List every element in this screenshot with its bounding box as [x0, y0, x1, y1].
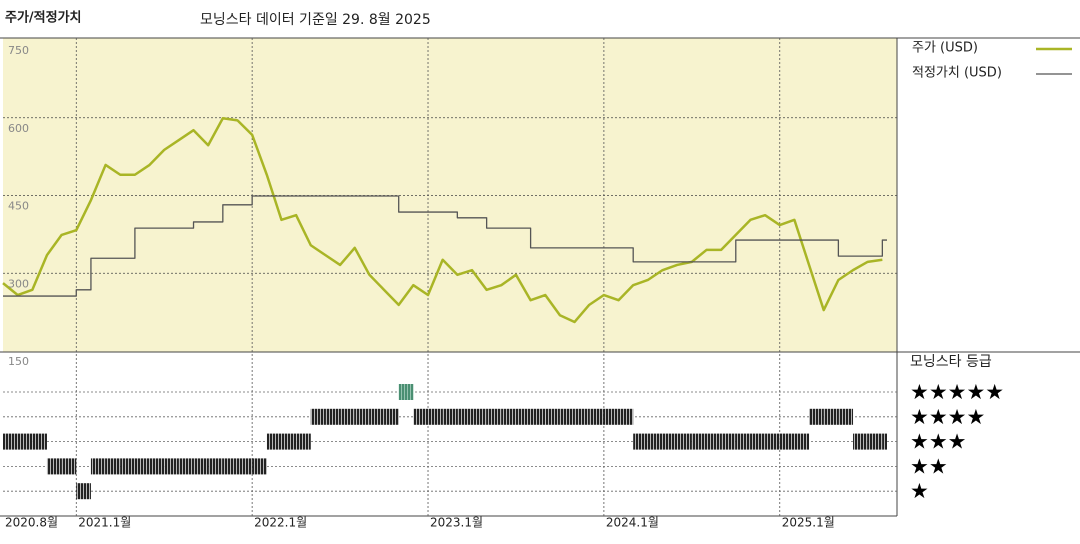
rating-bar	[398, 384, 414, 400]
rating-bar	[589, 408, 604, 425]
rating-bar	[46, 458, 62, 475]
rating-bar	[545, 408, 560, 425]
rating-bar	[413, 408, 429, 425]
rating-bar	[853, 433, 868, 450]
rating-bar	[750, 433, 766, 450]
rating-bar	[325, 408, 341, 425]
rating-bar	[867, 433, 883, 450]
rating-bar	[442, 408, 458, 425]
x-tick-label: 2024.1월	[606, 516, 659, 530]
rating-bar	[90, 458, 106, 475]
rating-bar	[882, 433, 887, 450]
rating-bar	[457, 408, 472, 425]
legend-label: 주가 (USD)	[912, 41, 978, 56]
rating-bar	[32, 433, 47, 450]
rating-bar	[3, 433, 18, 450]
y-tick-label: 450	[8, 200, 29, 213]
rating-bar	[237, 458, 253, 475]
rating-bar	[515, 408, 531, 425]
legend-label: 적정가치 (USD)	[912, 66, 1002, 81]
rating-bar	[17, 433, 33, 450]
rating-bar	[193, 458, 209, 475]
x-tick-label: 2021.1월	[78, 516, 131, 530]
rating-bar	[618, 408, 634, 425]
rating-bar	[779, 433, 795, 450]
rating-bar	[105, 458, 121, 475]
chart-subtitle: 모닝스타 데이터 기준일 29. 8월 2025	[200, 12, 431, 28]
rating-bar	[633, 433, 648, 450]
y-tick-label: 300	[8, 277, 29, 290]
rating-bar	[252, 458, 267, 475]
x-tick-label: 2022.1월	[254, 516, 307, 530]
x-tick-label: 2025.1월	[782, 516, 835, 530]
rating-bar	[559, 408, 575, 425]
rating-title: 모닝스타 등급	[910, 354, 992, 370]
rating-label: ★★★	[910, 430, 966, 454]
rating-bar	[208, 458, 223, 475]
rating-bar	[471, 408, 487, 425]
rating-bar	[281, 433, 297, 450]
rating-bar	[691, 433, 707, 450]
rating-bar	[369, 408, 385, 425]
rating-bar	[61, 458, 77, 475]
rating-bar	[662, 433, 678, 450]
rating-bar	[706, 433, 722, 450]
chart-title: 주가/적정가치	[5, 10, 82, 26]
rating-bar	[310, 408, 326, 425]
rating-bar	[486, 408, 502, 425]
rating-bar	[809, 408, 824, 425]
rating-bar	[501, 408, 516, 425]
rating-bar	[296, 433, 311, 450]
rating-bar	[354, 408, 370, 425]
rating-bar	[149, 458, 165, 475]
rating-label: ★★★★	[910, 405, 985, 429]
rating-bar	[677, 433, 692, 450]
x-tick-label: 2023.1월	[430, 516, 483, 530]
rating-bar	[765, 433, 780, 450]
rating-bar	[222, 458, 238, 475]
y-tick-label: 750	[8, 44, 29, 57]
y-tick-label: 150	[8, 355, 29, 368]
rating-label: ★★★★★	[910, 380, 1004, 404]
rating-bar	[735, 433, 751, 450]
rating-bar	[721, 433, 736, 450]
rating-label: ★	[910, 479, 929, 503]
price-line	[2, 117, 883, 324]
fair-value-line	[3, 195, 887, 297]
rating-bar	[574, 408, 590, 425]
rating-bar	[178, 458, 194, 475]
rating-bar	[120, 458, 135, 475]
rating-bar	[838, 408, 854, 425]
rating-label: ★★	[910, 454, 948, 478]
rating-bar	[384, 408, 399, 425]
rating-bar	[823, 408, 839, 425]
rating-bar	[603, 408, 619, 425]
y-tick-label: 600	[8, 122, 29, 135]
rating-bar	[530, 408, 546, 425]
rating-bar	[340, 408, 355, 425]
rating-bar	[164, 458, 179, 475]
plot-background	[3, 38, 897, 352]
rating-bar	[428, 408, 443, 425]
rating-bar	[647, 433, 663, 450]
rating-bar	[266, 433, 282, 450]
rating-bar	[76, 483, 91, 500]
rating-bar	[794, 433, 810, 450]
x-tick-label: 2020.8월	[5, 516, 58, 530]
rating-bar	[134, 458, 150, 475]
